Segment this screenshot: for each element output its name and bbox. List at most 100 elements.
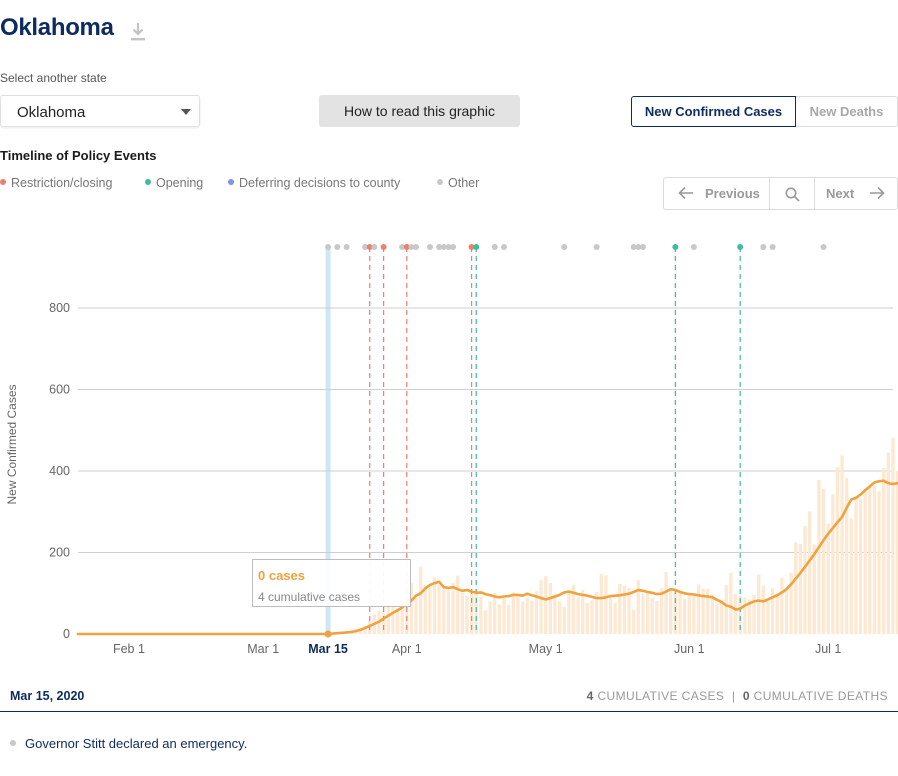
metric-toggle: New Confirmed Cases New Deaths (631, 96, 898, 127)
bar (613, 603, 617, 634)
bar (868, 484, 872, 634)
bar (428, 587, 432, 634)
event-dot (672, 244, 679, 250)
next-label: Next (826, 186, 855, 201)
event-dot (325, 244, 332, 250)
event-dot (445, 244, 452, 250)
other-dot-icon (437, 179, 443, 185)
y-tick-label: 800 (49, 301, 70, 315)
bar (678, 593, 682, 634)
bar (747, 599, 752, 634)
bar (724, 585, 728, 634)
opening-dot-icon (145, 179, 151, 185)
y-tick-label: 0 (63, 627, 70, 641)
bar (451, 583, 455, 634)
bar (363, 625, 367, 634)
average-line (76, 479, 898, 636)
bar (618, 583, 622, 634)
bar (511, 592, 515, 634)
state-select[interactable]: Oklahoma (0, 95, 200, 127)
bar (571, 585, 576, 634)
bar (395, 607, 400, 634)
bar (409, 582, 414, 634)
status-separator: | (731, 689, 736, 703)
caret-down-icon (181, 109, 191, 115)
bar (812, 544, 816, 634)
bar (590, 600, 594, 634)
bar (562, 606, 566, 634)
x-tick-label: May 1 (529, 642, 563, 656)
event-text: Governor Stitt declared an emergency. (25, 736, 248, 751)
bar (835, 467, 840, 634)
event-dot (399, 244, 406, 250)
search-icon (785, 187, 800, 202)
arrow-left-icon (678, 186, 693, 200)
bar (701, 588, 705, 634)
tooltip-cases: 0 cases (258, 568, 305, 583)
bar (645, 590, 650, 634)
event-dot (820, 244, 827, 250)
y-axis-label: New Confirmed Cases (5, 384, 19, 504)
bar (664, 572, 668, 634)
restriction-dot-icon (0, 179, 6, 185)
bar (719, 600, 724, 634)
chart-tooltip: 0 cases 4 cumulative cases (252, 559, 411, 607)
cases-chart[interactable]: 0 200 400 600 800 New Confirmed Cases Feb 1 Mar… (0, 225, 898, 665)
bar (497, 604, 502, 634)
bar (530, 600, 534, 634)
bar (446, 589, 451, 634)
bar (826, 523, 830, 634)
bar (594, 592, 599, 634)
next-button[interactable]: Next (815, 178, 897, 209)
bar (807, 511, 812, 634)
event-dot (690, 244, 697, 250)
state-select-value: Oklahoma (17, 104, 86, 121)
event-dot (630, 244, 637, 250)
event-dot (436, 244, 443, 250)
cumulative-deaths-label: CUMULATIVE DEATHS (753, 689, 888, 703)
event-dot (635, 244, 642, 250)
status-totals: 4 CUMULATIVE CASES | 0 CUMULATIVE DEATHS (587, 689, 888, 703)
event-dot (769, 244, 776, 250)
page-title: Oklahoma (0, 14, 114, 41)
bar (465, 595, 469, 634)
bar (858, 498, 863, 634)
bar (895, 471, 898, 634)
bar (636, 580, 640, 634)
new-cases-toggle[interactable]: New Confirmed Cases (631, 96, 796, 127)
bar (516, 595, 520, 634)
how-to-read-button[interactable]: How to read this graphic (319, 95, 520, 127)
selection-band (325, 245, 331, 634)
status-date: Mar 15, 2020 (10, 689, 85, 703)
x-selected-label: Mar 15 (308, 642, 348, 656)
event-dot (501, 244, 508, 250)
previous-button[interactable]: Previous (664, 178, 770, 209)
event-other-dot-icon (10, 740, 16, 746)
event-dot (362, 244, 369, 250)
bar (682, 598, 687, 634)
download-icon[interactable] (130, 22, 146, 42)
bar (493, 592, 497, 634)
bar (534, 591, 539, 634)
cumulative-cases-label: CUMULATIVE CASES (597, 689, 725, 703)
bar (872, 485, 877, 634)
bar (414, 597, 418, 634)
search-button[interactable] (770, 178, 815, 209)
event-dot (440, 244, 447, 250)
bar (715, 603, 719, 634)
x-tick-label: Mar 1 (247, 642, 279, 656)
event-dot (491, 244, 498, 250)
tooltip-cumulative: 4 cumulative cases (258, 590, 361, 604)
new-deaths-toggle[interactable]: New Deaths (796, 96, 898, 127)
event-dot (639, 244, 646, 250)
bar (442, 587, 446, 634)
bar (567, 590, 571, 634)
bar (780, 577, 784, 634)
bar (608, 595, 613, 634)
bar (604, 575, 608, 634)
bar (655, 600, 659, 634)
event-dot (760, 244, 767, 250)
bar (687, 595, 691, 634)
bar (622, 585, 627, 634)
y-tick-label: 400 (49, 464, 70, 478)
